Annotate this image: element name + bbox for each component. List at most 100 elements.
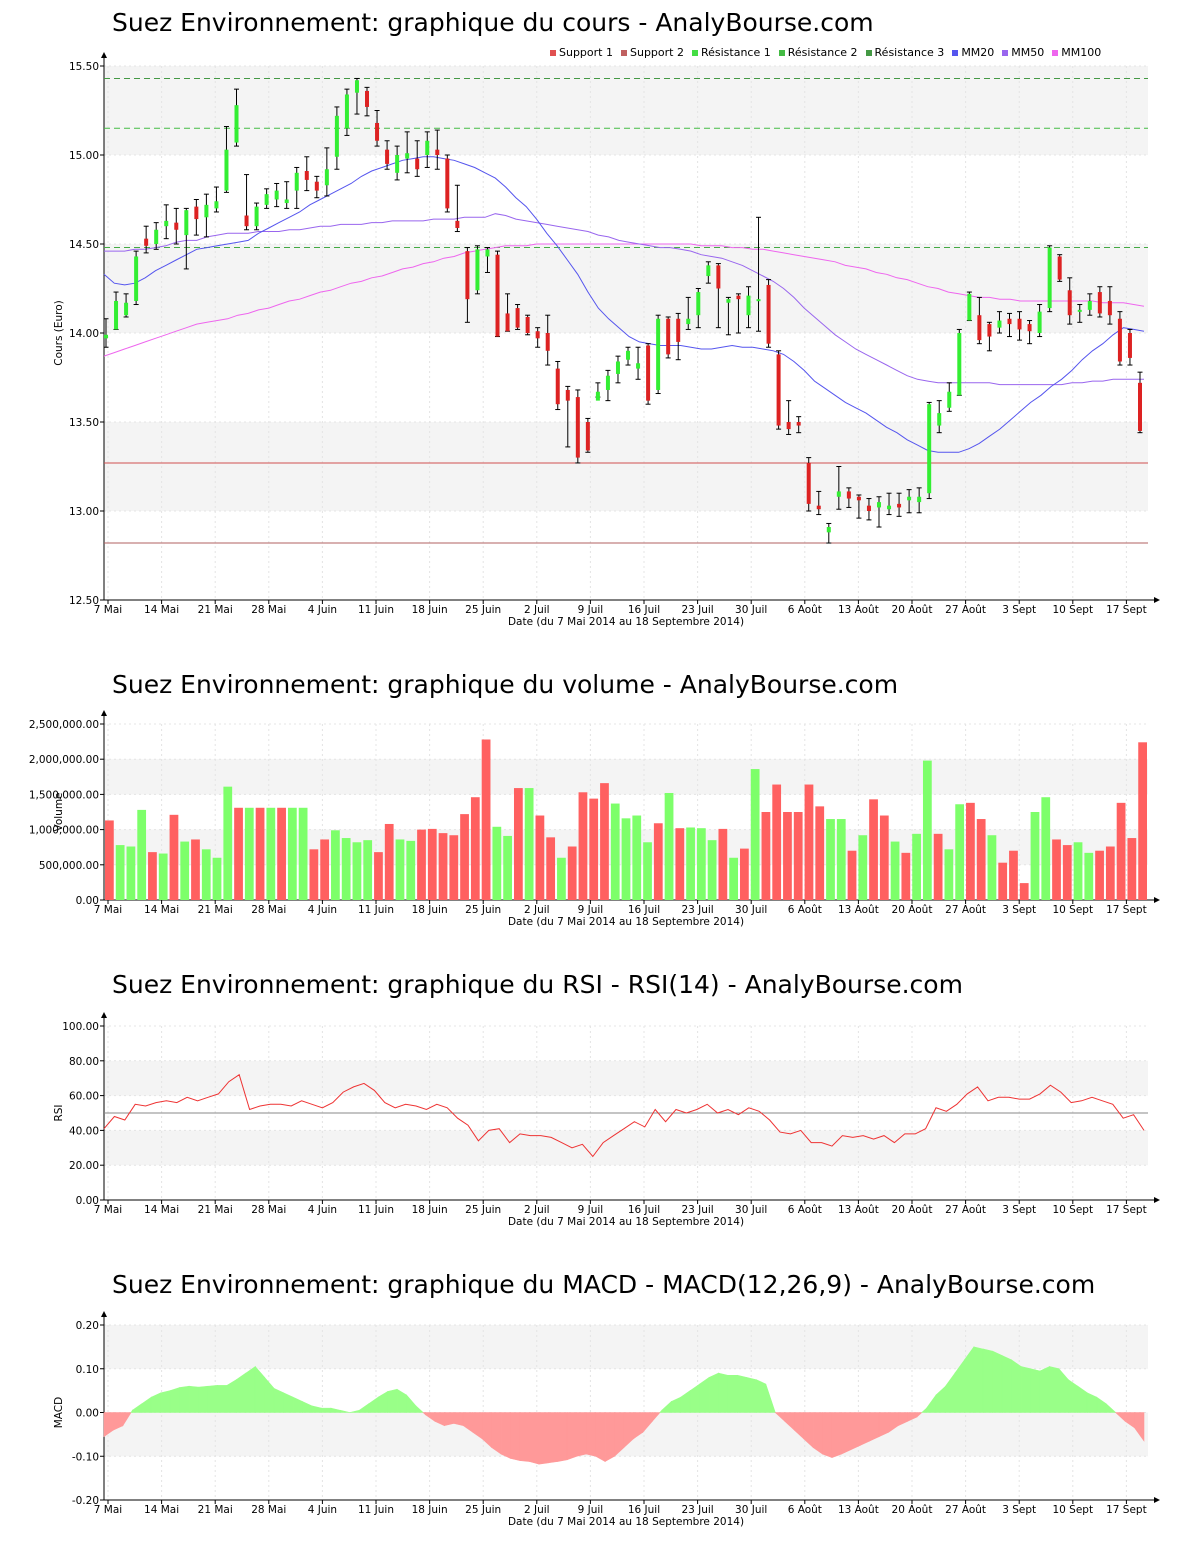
- volume-bar: [600, 783, 609, 900]
- volume-bar: [352, 842, 362, 900]
- volume-xtick-label: 3 Sept: [1002, 904, 1036, 916]
- price-xtick-label: 6 Août: [788, 604, 822, 616]
- macd-xtick-label: 25 Juin: [465, 1504, 501, 1516]
- volume-bar: [976, 819, 986, 900]
- volume-bar: [298, 807, 308, 900]
- legend-label: MM100: [1061, 46, 1102, 59]
- candle: [806, 457, 812, 512]
- macd-area-segment: [1086, 1392, 1098, 1413]
- candle-body: [706, 265, 711, 277]
- volume-bar: [1019, 883, 1029, 900]
- price-ytick-label: 15.00: [69, 150, 99, 162]
- candle: [314, 175, 320, 199]
- volume-bar: [1095, 850, 1104, 900]
- volume-xtick-label: 23 Juil: [681, 904, 713, 916]
- macd-area-segment: [358, 1403, 370, 1413]
- volume-bar: [503, 835, 512, 900]
- candle-body: [897, 503, 902, 508]
- candle-body: [244, 215, 249, 227]
- price-chart: 7 Mai 14 Mai 21 Mai 28 Mai 4 Juin 11 Juin 18 J…: [53, 52, 1160, 628]
- volume-bar: [675, 828, 685, 900]
- macd-area-segment: [916, 1412, 923, 1418]
- volume-bar: [524, 788, 534, 900]
- volume-bar: [643, 842, 652, 900]
- candle-body: [134, 256, 139, 301]
- volume-bar: [987, 835, 997, 900]
- macd-area-segment: [179, 1385, 190, 1413]
- price-ytick-label: 15.50: [69, 61, 99, 73]
- candle-body: [164, 220, 169, 227]
- candle-body: [736, 295, 741, 300]
- candle: [665, 316, 671, 359]
- candle: [735, 293, 741, 334]
- rsi-x-arrow: [1154, 1197, 1160, 1203]
- candle-body: [415, 158, 420, 170]
- candle-body: [405, 153, 410, 159]
- macd-area-segment: [122, 1412, 132, 1427]
- candle: [163, 204, 169, 240]
- price-band: [104, 244, 1148, 333]
- volume-bar: [847, 850, 857, 900]
- volume-bar: [384, 823, 394, 900]
- legend-item: Résistance 1: [691, 46, 771, 59]
- volume-bar: [481, 739, 491, 900]
- rsi-xtick-label: 28 Mai: [251, 1204, 286, 1216]
- volume-bar: [966, 802, 975, 900]
- macd-area-segment: [1134, 1412, 1145, 1442]
- macd-xtick-label: 23 Juil: [681, 1504, 713, 1516]
- legend-item: MM50: [1002, 46, 1044, 59]
- mm50-line: [104, 213, 1144, 386]
- candle-body: [716, 265, 721, 289]
- volume-bar: [427, 828, 437, 900]
- candle: [1097, 286, 1103, 318]
- macd-x-arrow: [1154, 1497, 1160, 1503]
- rsi-xtick-label: 3 Sept: [1002, 1204, 1036, 1216]
- price-xtick-label: 27 Août: [945, 604, 986, 616]
- macd-area-segment: [718, 1372, 729, 1413]
- candle: [1037, 304, 1043, 338]
- macd-area-segment: [822, 1412, 833, 1458]
- rsi-line: [103, 1073, 1145, 1158]
- candle: [1006, 312, 1012, 338]
- rsi-xtick-label: 17 Sept: [1106, 1204, 1147, 1216]
- candle: [695, 288, 701, 329]
- legend-item: Support 1: [550, 46, 613, 59]
- rsi-xtick-label: 9 Juil: [578, 1204, 604, 1216]
- legend-swatch: [550, 49, 556, 56]
- legend-item: MM20: [952, 46, 994, 59]
- volume-bar: [858, 835, 868, 900]
- rsi-xtick-label: 20 Août: [892, 1204, 933, 1216]
- macd-area-segment: [708, 1372, 719, 1413]
- macd-area-segment: [292, 1396, 303, 1413]
- macd-area-segment: [841, 1412, 852, 1455]
- macd-area-segment: [150, 1392, 162, 1413]
- price-panel: Suez Environnement: graphique du cours -…: [0, 0, 1200, 640]
- macd-xtick-label: 10 Sept: [1052, 1504, 1093, 1516]
- volume-bar: [148, 852, 157, 900]
- macd-area-segment: [321, 1407, 332, 1413]
- volume-bar: [223, 786, 233, 900]
- volume-bar: [696, 828, 706, 900]
- candle: [996, 311, 1002, 334]
- price-xtick-label: 20 Août: [892, 604, 933, 616]
- candle: [133, 250, 139, 306]
- candle: [1077, 304, 1083, 323]
- price-ytick-label: 12.50: [69, 595, 99, 607]
- macd-area-segment: [453, 1412, 464, 1427]
- volume-bar: [1084, 852, 1094, 900]
- candle-body: [866, 505, 871, 511]
- volume-bar: [535, 815, 545, 900]
- candle: [143, 225, 149, 254]
- price-xtick-label: 23 Juil: [681, 604, 713, 616]
- legend-swatch: [778, 49, 785, 56]
- candle-body: [154, 229, 159, 244]
- macd-area-segment: [207, 1385, 218, 1413]
- volume-band: [104, 759, 1148, 795]
- macd-area-segment: [1030, 1368, 1041, 1413]
- macd-area-segment: [273, 1387, 284, 1413]
- candle: [414, 140, 420, 177]
- candle: [595, 382, 601, 401]
- rsi-xtick-label: 6 Août: [788, 1204, 822, 1216]
- candle-body: [766, 284, 771, 344]
- volume-bar: [417, 829, 426, 900]
